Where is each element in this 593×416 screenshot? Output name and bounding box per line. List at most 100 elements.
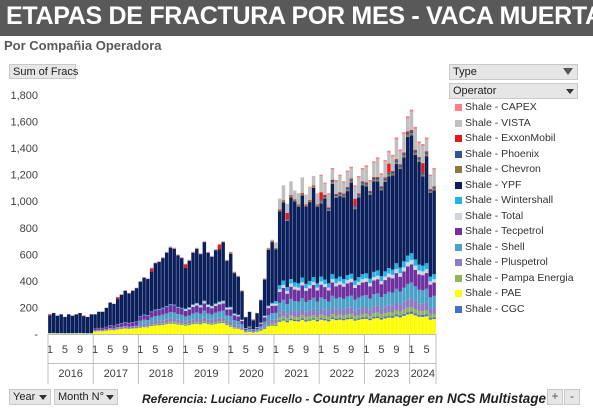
bar-segment <box>338 196 342 277</box>
bar-segment <box>195 248 199 303</box>
x-year-label: 2018 <box>149 368 173 380</box>
legend-item[interactable]: Shale - Pluspetrol <box>451 255 581 271</box>
legend-item[interactable]: Shale - CAPEX <box>451 100 581 116</box>
collapse-button[interactable]: - <box>564 389 580 405</box>
legend-item[interactable]: Shale - ExxonMobil <box>451 131 581 147</box>
bar-segment <box>413 300 418 310</box>
bar-segment <box>296 204 301 206</box>
bar-segment <box>394 159 399 161</box>
bar-segment <box>432 168 436 170</box>
bar-segment <box>360 274 365 280</box>
bar-segment <box>262 328 267 334</box>
sum-of-fracs-field-button[interactable]: Sum of Fracs <box>9 64 78 79</box>
bar-segment <box>308 310 312 317</box>
legend-item[interactable]: Shale - PAE <box>451 286 581 302</box>
filter-funnel-icon[interactable] <box>563 68 573 75</box>
bar-segment <box>413 309 418 314</box>
x-month-label: 5 <box>333 344 339 356</box>
bar-segment <box>341 197 346 280</box>
bar-segment <box>398 291 402 305</box>
bar-segment <box>277 285 282 290</box>
bar-segment <box>228 251 233 253</box>
legend-item[interactable]: Shale - CGC <box>451 302 581 318</box>
x-month-label: 5 <box>424 344 430 356</box>
bar-segment <box>172 304 176 306</box>
chevron-down-icon[interactable] <box>106 395 114 400</box>
bar-segment <box>300 195 305 278</box>
bar-segment <box>323 299 327 310</box>
bar-segment <box>326 210 331 284</box>
bar-segment <box>375 312 380 317</box>
legend-item[interactable]: Shale - Phoenix <box>451 147 581 163</box>
legend-item[interactable]: Shale - VISTA <box>451 116 581 132</box>
bar-segment <box>221 320 225 322</box>
bar-segment <box>127 323 131 327</box>
chevron-down-icon[interactable] <box>39 395 47 400</box>
legend-item[interactable]: Shale - Chevron <box>451 162 581 178</box>
expand-button[interactable]: + <box>547 389 563 405</box>
month-field-label: Month N° <box>58 391 104 403</box>
bar-segment <box>138 327 143 328</box>
bar-segment <box>379 284 384 298</box>
bar-segment <box>424 137 429 140</box>
bar-segment <box>228 321 233 325</box>
y-tick-label: 1,400 <box>10 143 38 155</box>
type-filter-label: Type <box>453 66 477 78</box>
x-month-label: 5 <box>107 344 113 356</box>
bar-segment <box>134 321 139 326</box>
month-field-button[interactable]: Month N° <box>54 389 118 405</box>
bar-segment <box>338 308 342 315</box>
bar-segment <box>270 239 274 241</box>
bar-segment <box>180 324 184 334</box>
legend-item[interactable]: Shale - Wintershall <box>451 193 581 209</box>
bar-segment <box>402 271 406 288</box>
bar-segment <box>289 309 293 316</box>
bar-segment <box>296 283 301 288</box>
chevron-down-icon[interactable] <box>566 89 574 94</box>
bar-segment <box>274 242 278 248</box>
bar-segment <box>387 315 391 318</box>
bar-segment <box>289 298 293 310</box>
legend-item[interactable]: Shale - Tecpetrol <box>451 224 581 240</box>
bar-segment <box>357 319 361 334</box>
bar-segment <box>255 313 259 327</box>
bar-segment <box>421 146 425 164</box>
bar-segment <box>232 320 237 325</box>
bar-segment <box>349 168 353 179</box>
legend-item[interactable]: Shale - Pampa Energia <box>451 271 581 287</box>
bar-segment <box>375 177 380 180</box>
bar-segment <box>202 317 207 321</box>
bar-segment <box>172 248 176 305</box>
bar-segment <box>191 324 195 334</box>
bar-segment <box>379 276 384 281</box>
bar-segment <box>353 209 357 281</box>
y-axis: - 200 400 600 800 1,000 1,200 1,400 1,600 1,800 <box>10 90 38 341</box>
bar-segment <box>349 273 353 279</box>
bar-segment <box>402 152 406 154</box>
bar-segment <box>225 307 229 310</box>
bar-segment <box>198 313 203 320</box>
bar-segment <box>97 311 101 328</box>
bar-segment <box>323 284 327 288</box>
legend-item[interactable]: Shale - Shell <box>451 240 581 256</box>
bar-segment <box>240 320 244 325</box>
legend-swatch <box>455 305 462 313</box>
bar-segment <box>308 320 312 334</box>
type-filter-button[interactable]: Type <box>449 64 578 80</box>
bar-segment <box>198 254 203 305</box>
bar-segment <box>244 332 248 334</box>
legend-swatch <box>455 135 462 142</box>
bar-segment <box>394 316 399 334</box>
operator-field-button[interactable]: Operator <box>449 83 578 99</box>
bar-segment <box>345 170 350 173</box>
bar-segment <box>349 318 353 334</box>
year-field-button[interactable]: Year <box>9 389 51 405</box>
y-tick-label: 1,600 <box>10 117 38 129</box>
legend-item[interactable]: Shale - Total <box>451 209 581 225</box>
legend-item[interactable]: Shale - YPF <box>451 178 581 194</box>
bar-segment <box>274 248 278 250</box>
bar-segment <box>330 183 335 275</box>
bar-segment <box>360 295 365 308</box>
bar-segment <box>97 328 101 330</box>
bar-segment <box>206 304 210 306</box>
